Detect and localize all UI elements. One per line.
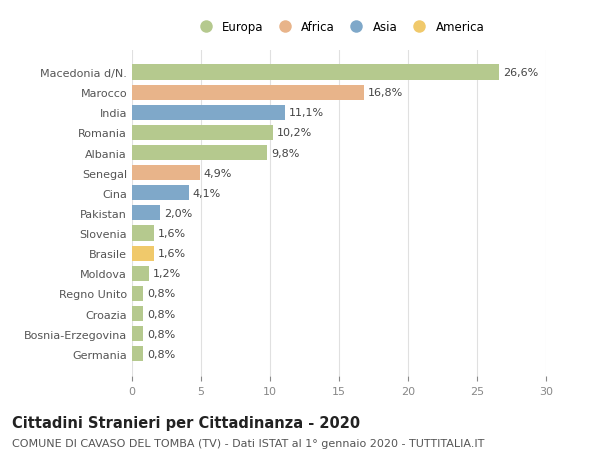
Bar	[132, 306, 143, 321]
Text: 1,6%: 1,6%	[158, 249, 187, 258]
Text: 16,8%: 16,8%	[368, 88, 403, 98]
Text: COMUNE DI CAVASO DEL TOMBA (TV) - Dati ISTAT al 1° gennaio 2020 - TUTTITALIA.IT: COMUNE DI CAVASO DEL TOMBA (TV) - Dati I…	[12, 438, 484, 448]
Bar	[132, 85, 364, 101]
Text: 1,6%: 1,6%	[158, 229, 187, 239]
Text: 9,8%: 9,8%	[271, 148, 300, 158]
Bar	[132, 226, 154, 241]
Text: 0,8%: 0,8%	[147, 329, 175, 339]
Bar	[132, 126, 273, 140]
Text: 11,1%: 11,1%	[289, 108, 325, 118]
Bar	[132, 326, 143, 341]
Text: 1,2%: 1,2%	[152, 269, 181, 279]
Text: 4,9%: 4,9%	[204, 168, 232, 178]
Bar	[132, 286, 143, 301]
Legend: Europa, Africa, Asia, America: Europa, Africa, Asia, America	[190, 17, 488, 37]
Text: 26,6%: 26,6%	[503, 68, 538, 78]
Bar	[132, 166, 200, 181]
Text: 2,0%: 2,0%	[164, 208, 192, 218]
Bar	[132, 186, 188, 201]
Text: 0,8%: 0,8%	[147, 289, 175, 299]
Bar	[132, 266, 149, 281]
Text: 0,8%: 0,8%	[147, 349, 175, 359]
Text: 4,1%: 4,1%	[193, 188, 221, 198]
Bar	[132, 246, 154, 261]
Bar	[132, 106, 285, 121]
Bar	[132, 146, 267, 161]
Text: 10,2%: 10,2%	[277, 128, 312, 138]
Text: Cittadini Stranieri per Cittadinanza - 2020: Cittadini Stranieri per Cittadinanza - 2…	[12, 415, 360, 431]
Bar	[132, 65, 499, 80]
Text: 0,8%: 0,8%	[147, 309, 175, 319]
Bar	[132, 347, 143, 362]
Bar	[132, 206, 160, 221]
